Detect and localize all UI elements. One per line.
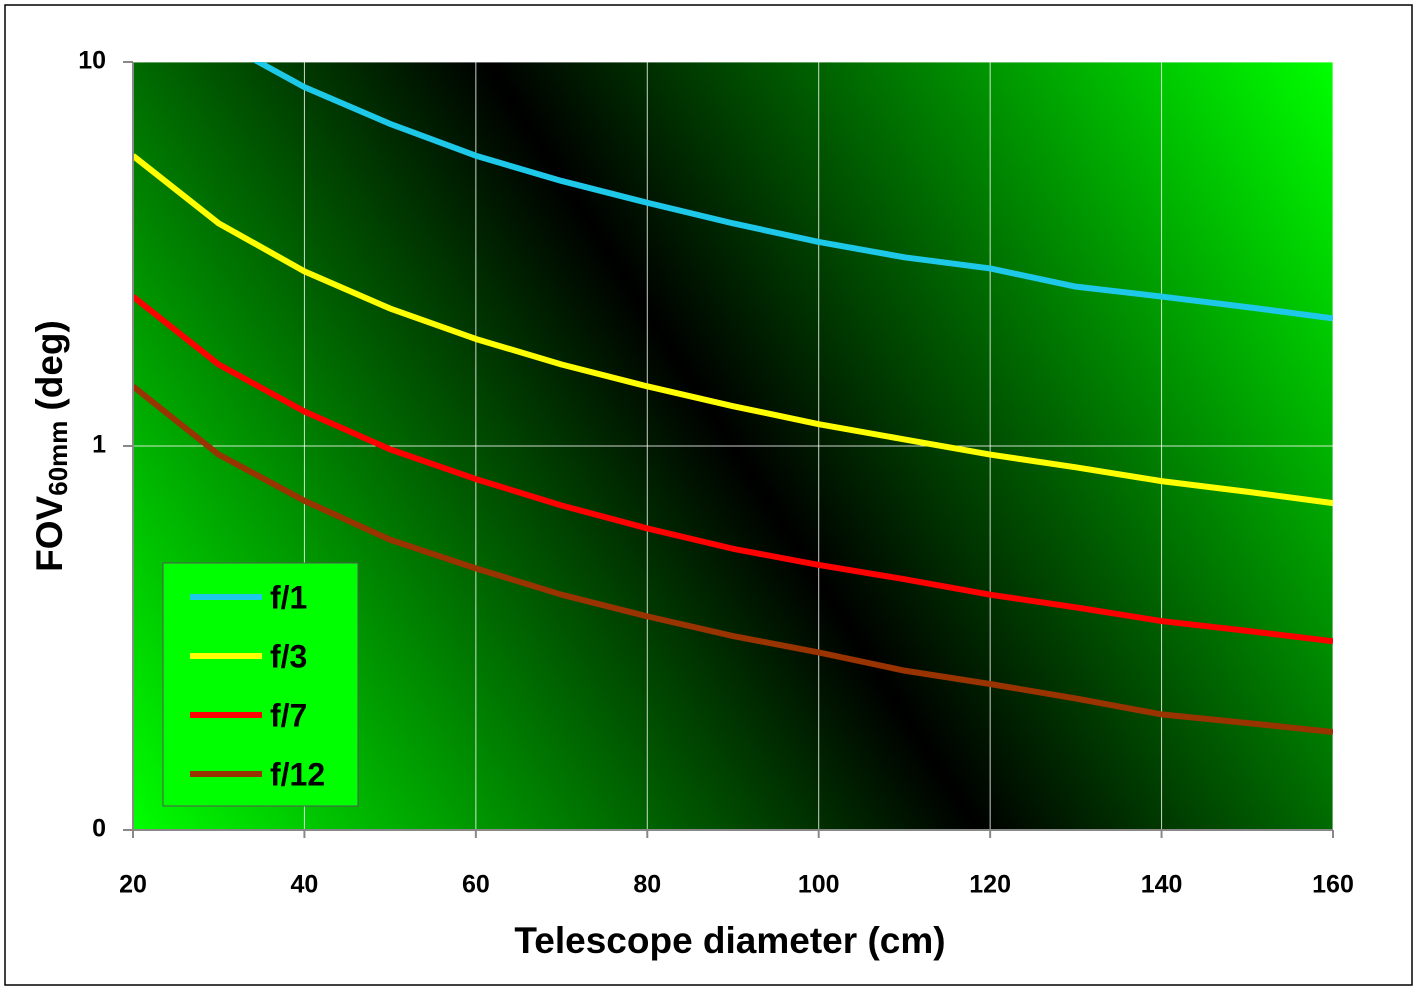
- series-line: [133, 384, 1333, 735]
- y-label-unit: (deg): [29, 320, 70, 410]
- legend-label: f/7: [270, 697, 307, 733]
- y-label-sub: 60mm: [43, 421, 73, 496]
- legend: [162, 562, 359, 807]
- legend-label: f/1: [270, 579, 307, 615]
- y-tick-label: 0: [92, 815, 106, 843]
- series-line: [252, 62, 1333, 322]
- y-tick-label: 10: [78, 47, 106, 75]
- x-tick-label: 160: [1312, 871, 1354, 899]
- series-line: [133, 153, 1333, 507]
- x-axis-label: Telescope diameter (cm): [514, 920, 945, 961]
- x-tick-label: 100: [798, 871, 840, 899]
- y-axis-label: FOV60mm (deg): [29, 320, 73, 572]
- legend-label: f/12: [270, 756, 325, 792]
- series-line: [133, 294, 1333, 645]
- x-tick-label: 120: [969, 871, 1011, 899]
- x-tick-label: 140: [1141, 871, 1183, 899]
- x-tick-label: 40: [291, 871, 319, 899]
- x-tick-label: 60: [462, 871, 490, 899]
- y-label-main: FOV: [29, 495, 70, 571]
- x-tick-label: 20: [119, 871, 147, 899]
- legend-label: f/3: [270, 638, 307, 674]
- y-tick-label: 1: [92, 431, 106, 459]
- x-tick-label: 80: [633, 871, 661, 899]
